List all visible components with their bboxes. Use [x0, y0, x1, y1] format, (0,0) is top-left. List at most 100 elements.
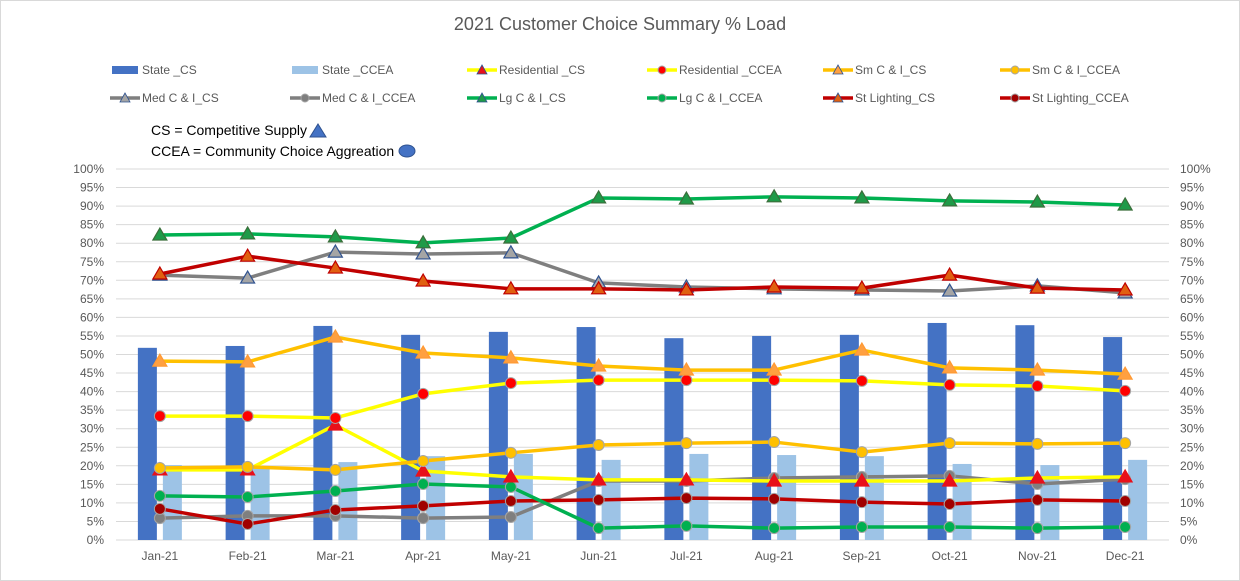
legend-label: Med C & I_CS	[142, 91, 219, 105]
marker-st-lighting-ccea	[153, 502, 166, 515]
y-tick-label: 20%	[80, 459, 104, 473]
marker-st-lighting-cs	[151, 265, 168, 280]
y2-tick-label: 55%	[1180, 329, 1204, 343]
marker-residential-cs	[502, 468, 519, 483]
marker-st-lighting-ccea	[768, 492, 781, 505]
legend-label: Med C & I_CCEA	[322, 91, 416, 105]
legend-label: State _CCEA	[322, 63, 394, 77]
legend-item-lg-c-i-ccea: Lg C & I_CCEA	[647, 89, 762, 107]
y2-tick-label: 80%	[1180, 236, 1204, 250]
legend-swatch-icon	[467, 64, 497, 75]
marker-sm-c-i-cs	[239, 353, 256, 368]
marker-lg-c-i-cs	[678, 190, 695, 205]
marker-st-lighting-cs	[941, 266, 958, 281]
marker-lg-c-i-ccea	[943, 521, 956, 534]
marker-lg-c-i-ccea	[504, 480, 517, 493]
legend-swatch-icon	[112, 66, 138, 74]
marker-lg-c-i-ccea	[1031, 522, 1044, 535]
legend-label: Residential _CCEA	[679, 63, 782, 77]
y-tick-label: 75%	[80, 255, 104, 269]
bar-state-cs	[401, 334, 421, 540]
marker-sm-c-i-ccea	[680, 437, 693, 450]
legend-swatch-icon	[823, 64, 853, 75]
marker-residential-cs	[941, 472, 958, 487]
marker-lg-c-i-cs	[1029, 193, 1046, 208]
annotation-ccea: CCEA = Community Choice Aggreation	[151, 143, 418, 159]
marker-st-lighting-ccea	[855, 496, 868, 509]
line-lg-c-i-cs	[159, 195, 1126, 245]
legend-item-residential-ccea: Residential _CCEA	[647, 61, 782, 79]
marker-lg-c-i-ccea	[417, 477, 430, 490]
circle-icon	[398, 144, 416, 158]
marker-lg-c-i-ccea	[241, 490, 254, 503]
marker-sm-c-i-ccea	[241, 460, 254, 473]
y2-tick-label: 100%	[1180, 162, 1211, 176]
y-tick-label: 70%	[80, 273, 104, 287]
marker-lg-c-i-ccea	[153, 489, 166, 502]
marker-st-lighting-ccea	[943, 498, 956, 511]
marker-med-c-i-cs	[415, 245, 432, 260]
x-tick-label: Mar-21	[316, 549, 354, 563]
marker-sm-c-i-ccea	[855, 446, 868, 459]
bar-state-cs	[225, 345, 245, 540]
legend-swatch-icon	[647, 93, 677, 103]
marker-sm-c-i-cs	[853, 341, 870, 356]
bar-state-cs	[137, 347, 157, 540]
bar-state-ccea	[162, 465, 182, 540]
legend-swatch-icon	[467, 92, 497, 103]
marker-residential-cs	[1117, 468, 1134, 483]
x-tick-label: Apr-21	[405, 549, 441, 563]
marker-med-c-i-ccea	[417, 512, 430, 525]
marker-med-c-i-ccea	[504, 510, 517, 523]
bar-state-ccea	[1128, 459, 1148, 540]
bar-state-cs	[752, 335, 772, 540]
annotation-cs: CS = Competitive Supply	[151, 122, 327, 138]
x-tick-label: Dec-21	[1106, 549, 1145, 563]
line-med-c-i-ccea	[159, 474, 1126, 520]
marker-residential-ccea	[1119, 384, 1132, 397]
legend-item-lg-c-i-cs: Lg C & I_CS	[467, 89, 566, 107]
x-tick-label: Nov-21	[1018, 549, 1057, 563]
marker-lg-c-i-cs	[151, 226, 168, 241]
marker-sm-c-i-cs	[590, 357, 607, 372]
bar-state-cs	[839, 334, 859, 540]
marker-lg-c-i-cs	[853, 189, 870, 204]
legend-item-state-cs: State _CS	[110, 61, 197, 79]
marker-med-c-i-cs	[327, 243, 344, 258]
legend-item-med-c-i-cs: Med C & I_CS	[110, 89, 219, 107]
y2-tick-label: 90%	[1180, 199, 1204, 213]
marker-st-lighting-ccea	[1031, 493, 1044, 506]
x-tick-label: Aug-21	[755, 549, 794, 563]
y-tick-label: 35%	[80, 403, 104, 417]
marker-lg-c-i-ccea	[592, 522, 605, 535]
line-lg-c-i-ccea	[159, 482, 1126, 530]
y2-tick-label: 65%	[1180, 292, 1204, 306]
marker-lg-c-i-cs	[327, 228, 344, 243]
y2-tick-label: 30%	[1180, 422, 1204, 436]
marker-st-lighting-ccea	[329, 503, 342, 516]
marker-st-lighting-cs	[502, 280, 519, 295]
line-med-c-i-cs	[159, 250, 1126, 295]
marker-lg-c-i-cs	[1117, 196, 1134, 211]
marker-med-c-i-cs	[941, 282, 958, 297]
marker-st-lighting-ccea	[241, 518, 254, 531]
triangle-icon	[309, 123, 327, 138]
marker-lg-c-i-cs	[415, 234, 432, 249]
x-tick-label: Sep-21	[843, 549, 882, 563]
marker-lg-c-i-cs	[590, 189, 607, 204]
y-tick-label: 80%	[80, 236, 104, 250]
marker-st-lighting-ccea	[680, 492, 693, 505]
marker-sm-c-i-ccea	[504, 446, 517, 459]
marker-residential-cs	[766, 472, 783, 487]
marker-residential-ccea	[592, 374, 605, 387]
marker-sm-c-i-ccea	[329, 463, 342, 476]
y2-tick-label: 45%	[1180, 366, 1204, 380]
marker-med-c-i-cs	[502, 244, 519, 259]
marker-sm-c-i-ccea	[417, 454, 430, 467]
marker-residential-ccea	[943, 378, 956, 391]
y-tick-label: 65%	[80, 292, 104, 306]
legend-label: St Lighting_CCEA	[1032, 91, 1129, 105]
marker-lg-c-i-ccea	[768, 522, 781, 535]
annotation-ccea-text: CCEA = Community Choice Aggreation	[151, 143, 395, 159]
